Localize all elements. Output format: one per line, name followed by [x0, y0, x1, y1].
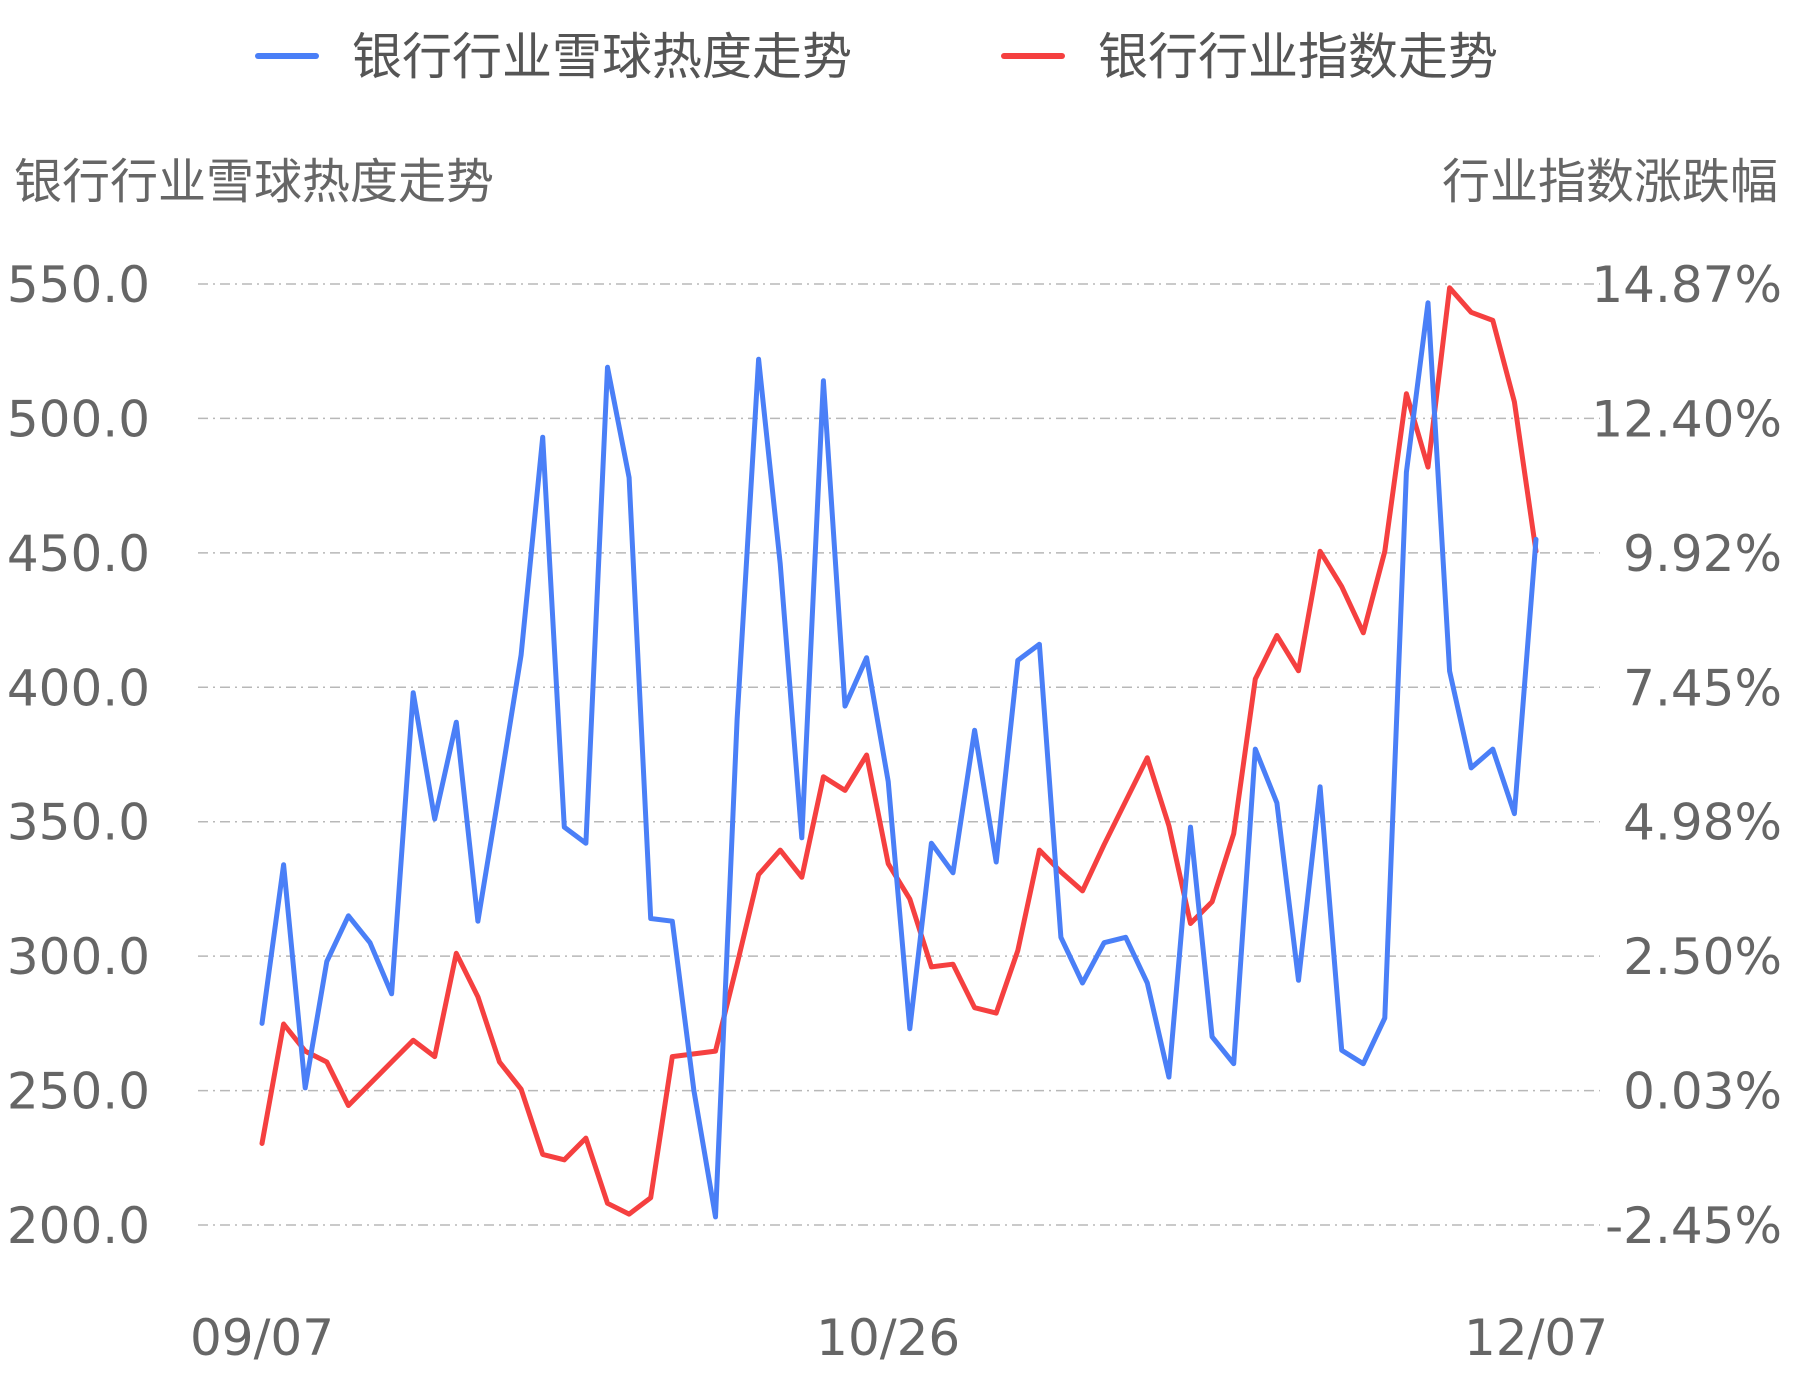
- right-tick-label: 12.40%: [1591, 390, 1782, 448]
- legend-heat-label: 银行行业雪球热度走势: [352, 28, 852, 86]
- right-axis-title: 行业指数涨跌幅: [1442, 154, 1778, 210]
- right-axis-ticks: 14.87% 12.40% 9.92% 7.45% 4.98% 2.50% 0.03% -2.…: [1591, 256, 1782, 1255]
- right-tick-label: 14.87%: [1591, 256, 1782, 314]
- x-tick-label: 10/26: [816, 1309, 960, 1367]
- left-tick-label: 200.0: [7, 1197, 150, 1255]
- left-tick-label: 550.0: [7, 256, 150, 314]
- index-series-line: [259, 285, 1539, 1217]
- right-tick-label: 7.45%: [1623, 659, 1782, 717]
- left-tick-label: 350.0: [7, 794, 150, 852]
- left-tick-label: 500.0: [7, 390, 150, 448]
- left-axis-ticks: 550.0 500.0 450.0 400.0 350.0 300.0 250.0 200.0: [7, 256, 150, 1255]
- right-tick-label: 4.98%: [1623, 794, 1782, 852]
- x-axis-ticks: 09/07 10/26 12/07: [190, 1309, 1608, 1367]
- right-tick-label: 2.50%: [1623, 928, 1782, 986]
- left-tick-label: 400.0: [7, 659, 150, 717]
- heat-series-line: [259, 300, 1539, 1220]
- right-tick-label: -2.45%: [1605, 1197, 1782, 1255]
- left-tick-label: 250.0: [7, 1063, 150, 1121]
- left-axis-title: 银行行业雪球热度走势: [14, 154, 494, 210]
- gridlines: [198, 283, 1600, 1226]
- plot-series: [259, 285, 1539, 1220]
- right-tick-label: 9.92%: [1623, 525, 1782, 583]
- legend-index-label: 银行行业指数走势: [1098, 28, 1498, 86]
- x-tick-label: 12/07: [1464, 1309, 1608, 1367]
- x-tick-label: 09/07: [190, 1309, 334, 1367]
- left-tick-label: 300.0: [7, 928, 150, 986]
- right-tick-label: 0.03%: [1623, 1063, 1782, 1121]
- left-tick-label: 450.0: [7, 525, 150, 583]
- legend: 银行行业雪球热度走势 银行行业指数走势: [255, 28, 1498, 86]
